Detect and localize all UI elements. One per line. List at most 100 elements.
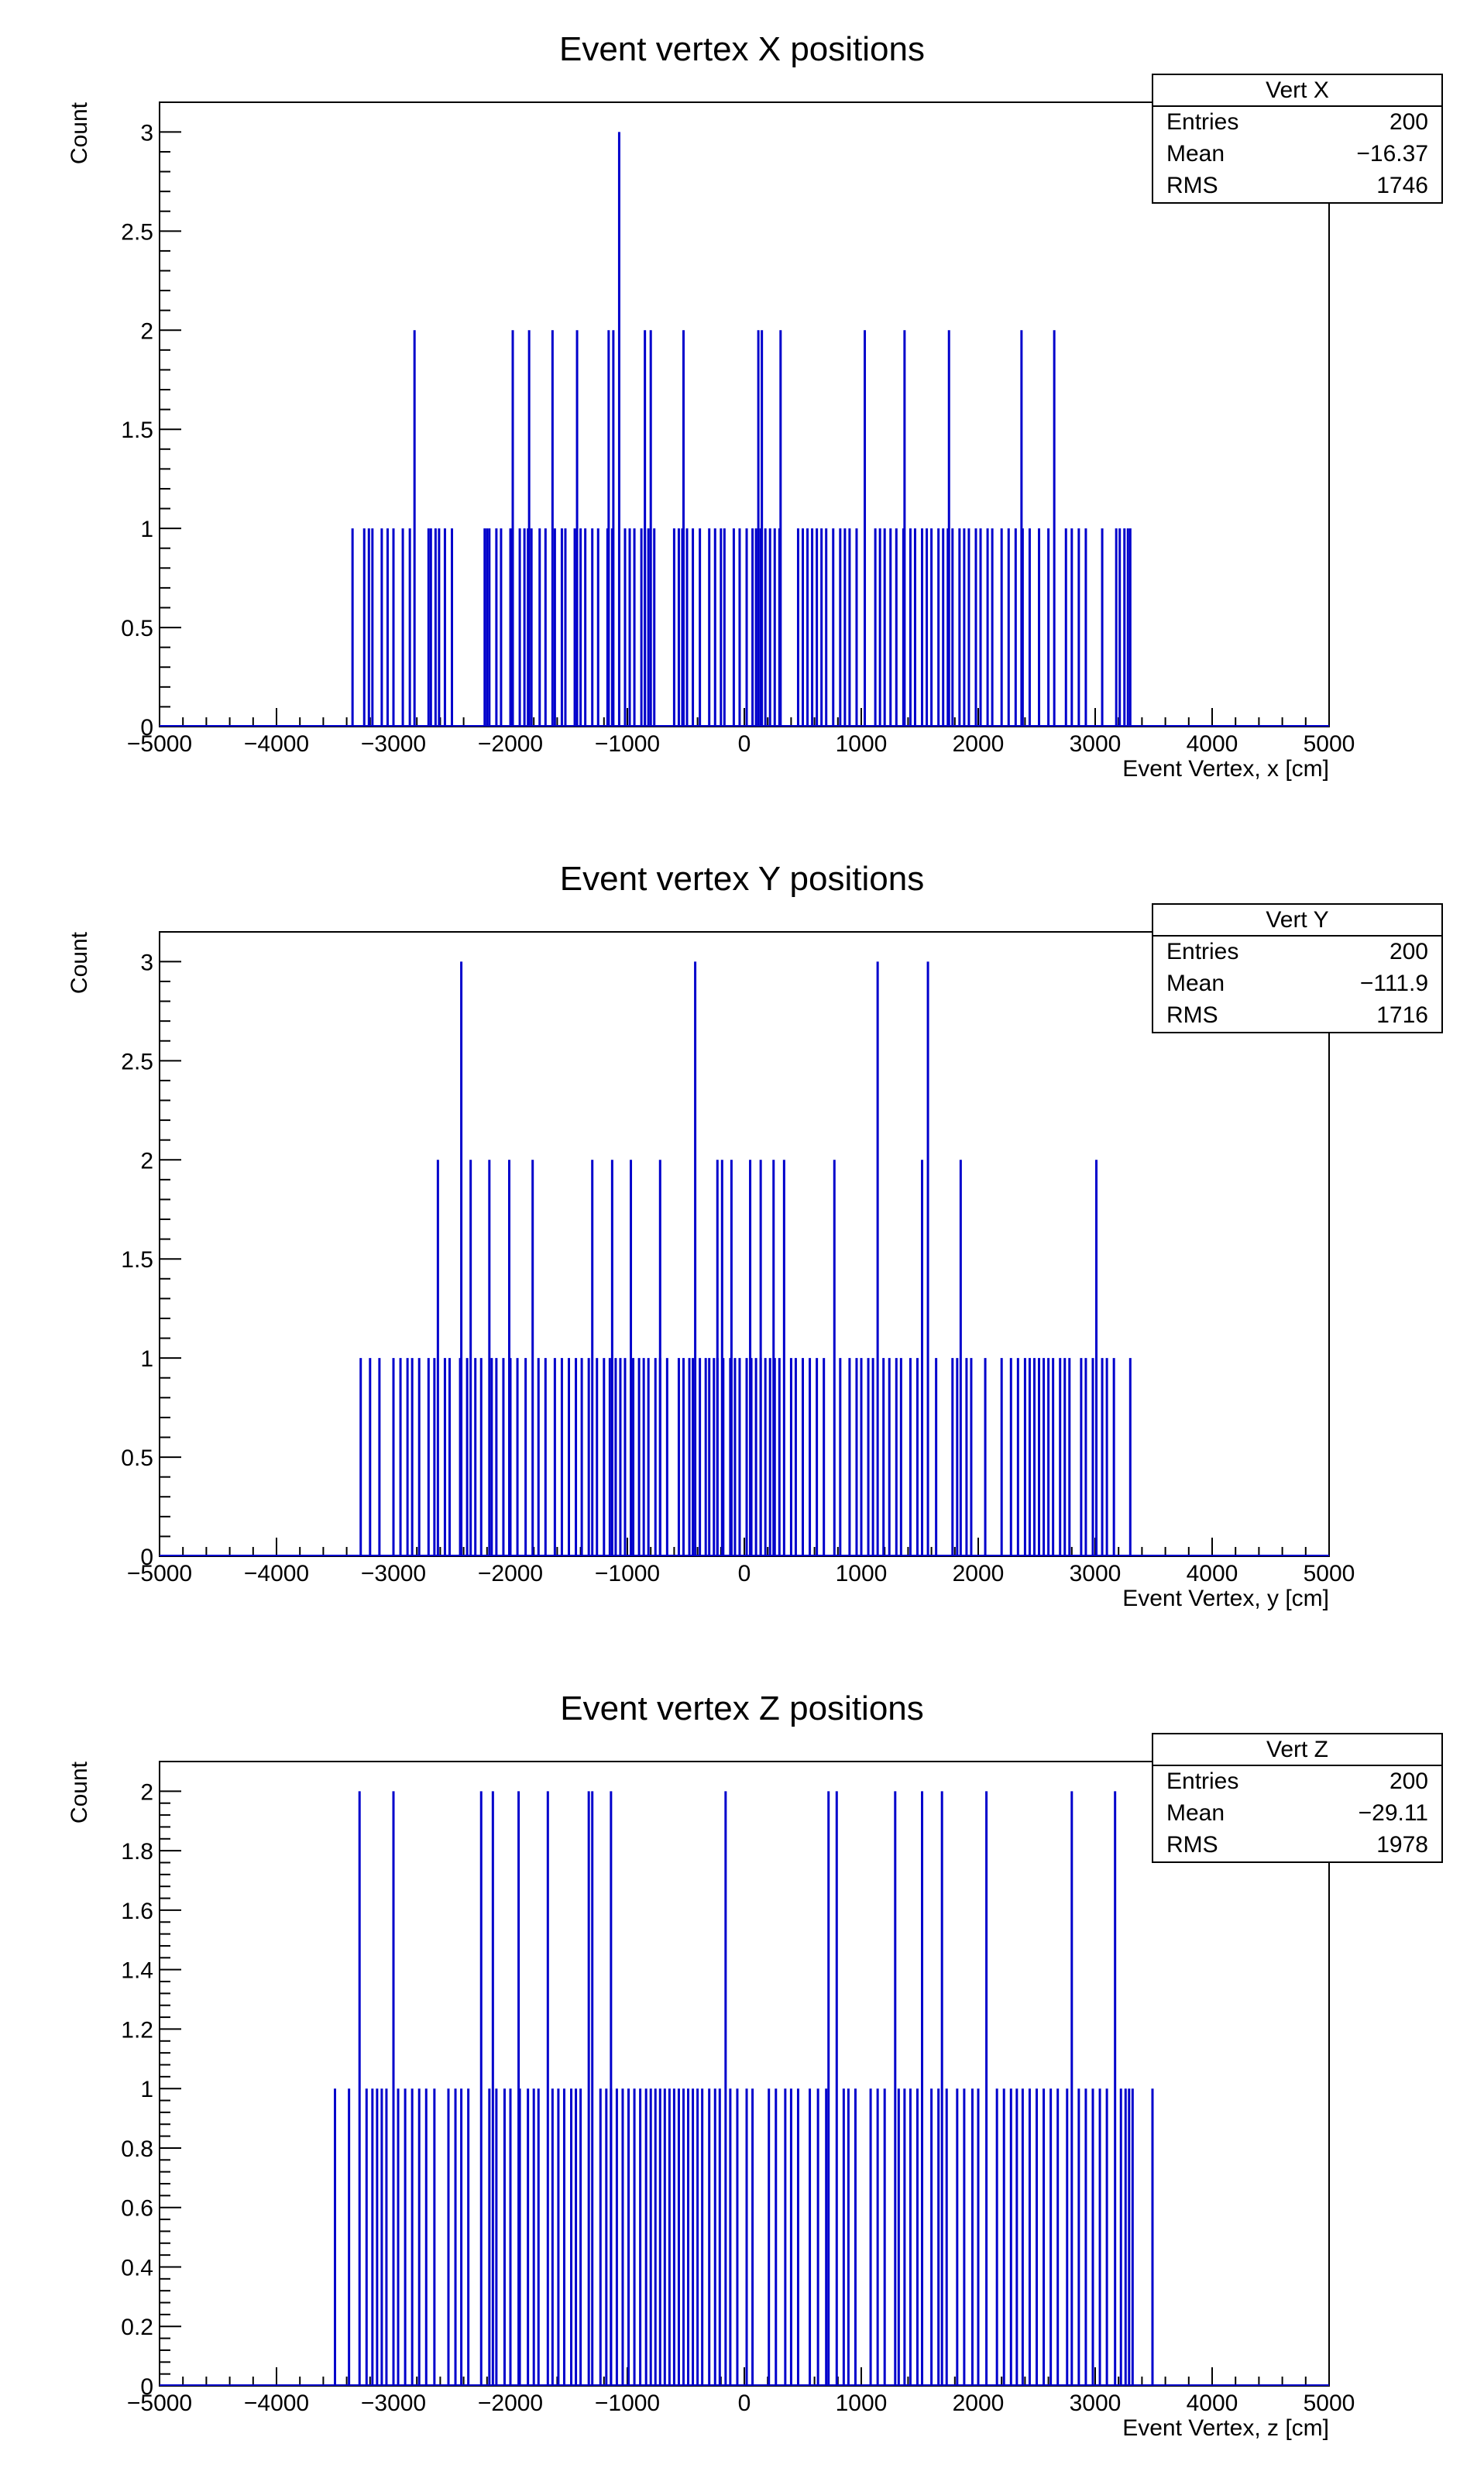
- y-tick-label: 3: [140, 950, 153, 975]
- stats-value: −111.9: [1360, 971, 1428, 996]
- x-tick-label: −2000: [478, 1561, 543, 1586]
- x-tick-label: −4000: [244, 1561, 309, 1586]
- x-tick-label: −1000: [595, 1561, 660, 1586]
- histogram-bars-y: [359, 961, 1132, 1555]
- stats-value: 1716: [1376, 1002, 1428, 1028]
- y-tick-label: 1: [140, 1346, 153, 1372]
- stats-box: Vert Y Entries 200 Mean −111.9 RMS 1716: [1152, 903, 1443, 1033]
- x-tick-label: 0: [738, 2391, 751, 2416]
- x-tick-label: −3000: [361, 2391, 426, 2416]
- y-tick-label: 1.6: [121, 1899, 153, 1924]
- y-tick-label: 1: [140, 517, 153, 542]
- x-tick-label: 4000: [1187, 1561, 1238, 1586]
- x-tick-label: 0: [738, 1561, 751, 1586]
- x-tick-label: 1000: [836, 731, 888, 757]
- y-tick-label: 1.2: [121, 2017, 153, 2043]
- stats-value: −16.37: [1356, 141, 1428, 167]
- y-axis-label: Count: [67, 1761, 92, 1823]
- stats-box-title: Vert Z: [1266, 1737, 1328, 1762]
- y-tick-label: 1.8: [121, 1839, 153, 1865]
- y-axis-label: Count: [67, 101, 92, 164]
- histogram-bars-z: [334, 1791, 1154, 2385]
- x-axis-label: Event Vertex, y [cm]: [1122, 1586, 1329, 1611]
- stats-label: Entries: [1166, 1768, 1238, 1794]
- x-tick-label: 3000: [1070, 2391, 1122, 2416]
- stats-box-frame: [1152, 1733, 1443, 1863]
- y-tick-label: 0.4: [121, 2255, 153, 2281]
- y-tick-label: 0: [140, 2374, 153, 2400]
- histogram-panel-x: Event vertex X positions −5000 −4000 −3000 −…: [0, 0, 1484, 829]
- y-tick-label: 2: [140, 1779, 153, 1805]
- y-tick-label: 2: [140, 318, 153, 344]
- stats-label: Mean: [1166, 1800, 1225, 1826]
- stats-value: 200: [1390, 939, 1428, 964]
- x-tick-label: −5000: [127, 1561, 192, 1586]
- histogram-bars-x: [351, 132, 1132, 726]
- x-tick-label: −3000: [361, 731, 426, 757]
- y-tick-label: 1.5: [121, 1247, 153, 1273]
- x-tick-label: 1000: [836, 1561, 888, 1586]
- x-tick-label: −1000: [595, 2391, 660, 2416]
- stats-label: RMS: [1166, 1832, 1218, 1858]
- stats-box-title: Vert Y: [1266, 907, 1328, 933]
- x-tick-label: 1000: [836, 2391, 888, 2416]
- x-tick-label: 3000: [1070, 1561, 1122, 1586]
- chart-title: Event vertex Y positions: [560, 860, 924, 898]
- stats-box: Vert X Entries 200 Mean −16.37 RMS 1746: [1152, 74, 1443, 204]
- y-tick-label: 2: [140, 1148, 153, 1174]
- stats-value: 1978: [1376, 1832, 1428, 1858]
- stats-label: Entries: [1166, 939, 1238, 964]
- y-tick-label: 0: [140, 715, 153, 741]
- stats-box-title: Vert X: [1266, 77, 1329, 103]
- stats-box-frame: [1152, 74, 1443, 204]
- y-tick-label: 0.6: [121, 2196, 153, 2222]
- x-tick-label: −2000: [478, 731, 543, 757]
- histogram-panel-z: Event vertex Z positions −5000 −4000 −3000 −…: [0, 1659, 1484, 2488]
- x-tick-label: 5000: [1304, 1561, 1355, 1586]
- stats-label: Mean: [1166, 971, 1225, 996]
- y-tick-label: 3: [140, 120, 153, 146]
- x-tick-label: 4000: [1187, 731, 1238, 757]
- chart-title: Event vertex Z positions: [560, 1689, 924, 1727]
- x-tick-label: −5000: [127, 2391, 192, 2416]
- stats-value: 1746: [1376, 173, 1428, 198]
- stats-box-frame: [1152, 903, 1443, 1033]
- stats-label: Entries: [1166, 109, 1238, 135]
- y-axis-label: Count: [67, 931, 92, 994]
- x-tick-label: 4000: [1187, 2391, 1238, 2416]
- chart-title: Event vertex X positions: [559, 30, 925, 68]
- histogram-z: Event vertex Z positions −5000 −4000 −3000 −…: [67, 1689, 1443, 2441]
- stats-value: −29.11: [1359, 1800, 1428, 1826]
- x-tick-label: −1000: [595, 731, 660, 757]
- x-tick-label: −4000: [244, 731, 309, 757]
- stats-value: 200: [1390, 1768, 1428, 1794]
- histogram-panel-y: Event vertex Y positions −5000 −4000 −3000 −…: [0, 830, 1484, 1658]
- x-tick-label: −5000: [127, 731, 192, 757]
- x-tick-label: 2000: [953, 731, 1005, 757]
- x-tick-label: 5000: [1304, 2391, 1355, 2416]
- x-tick-label: −3000: [361, 1561, 426, 1586]
- y-tick-label: 0.8: [121, 2136, 153, 2162]
- stats-box: Vert Z Entries 200 Mean −29.11 RMS 1978: [1152, 1733, 1443, 1863]
- y-tick-label: 2.5: [121, 219, 153, 245]
- x-tick-label: 2000: [953, 2391, 1005, 2416]
- x-axis-label: Event Vertex, x [cm]: [1122, 756, 1329, 782]
- stats-value: 200: [1390, 109, 1428, 135]
- y-tick-label: 2.5: [121, 1049, 153, 1074]
- stats-label: RMS: [1166, 173, 1218, 198]
- y-tick-label: 1.4: [121, 1958, 153, 1984]
- y-tick-label: 1: [140, 2077, 153, 2102]
- histogram-y: Event vertex Y positions −5000 −4000 −3000 −…: [67, 860, 1443, 1611]
- histogram-x: Event vertex X positions −5000 −4000 −3000 −…: [67, 30, 1443, 782]
- y-tick-label: 0: [140, 1545, 153, 1570]
- x-tick-label: 2000: [953, 1561, 1005, 1586]
- x-tick-label: −4000: [244, 2391, 309, 2416]
- stats-label: RMS: [1166, 1002, 1218, 1028]
- y-tick-label: 0.2: [121, 2315, 153, 2340]
- stats-label: Mean: [1166, 141, 1225, 167]
- x-tick-label: 3000: [1070, 731, 1122, 757]
- y-tick-label: 0.5: [121, 1445, 153, 1471]
- x-tick-label: 0: [738, 731, 751, 757]
- x-axis-label: Event Vertex, z [cm]: [1122, 2415, 1329, 2441]
- y-tick-label: 1.5: [121, 418, 153, 443]
